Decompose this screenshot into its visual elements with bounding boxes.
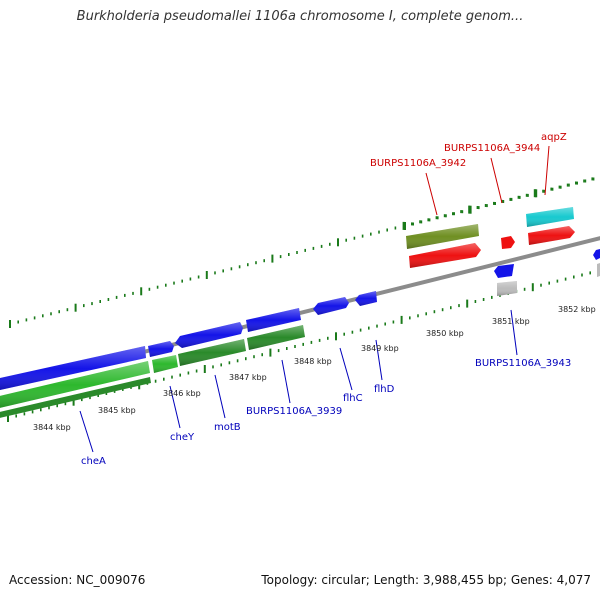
tick-tracks — [7, 177, 600, 422]
leader-motB — [214, 374, 226, 419]
gene-label-cheY[interactable]: cheY — [170, 432, 195, 443]
gene-red-BURPS1106A_3944[interactable] — [501, 236, 515, 249]
scale-label: 3847 kbp — [229, 373, 267, 382]
scale-label: 3845 kbp — [98, 406, 136, 415]
gene-label-BURPS1106A_3939[interactable]: BURPS1106A_3939 — [246, 406, 342, 417]
gene-label-aqpZ[interactable]: aqpZ — [541, 132, 567, 143]
scale-label: 3848 kbp — [294, 357, 332, 366]
leader-flhC — [339, 347, 353, 391]
gene-darkgreen-3[interactable] — [0, 377, 151, 419]
topology-text: Topology: circular; Length: 3,988,455 bp… — [261, 573, 591, 587]
leader-aqpZ — [544, 145, 550, 196]
gene-label-flhC[interactable]: flhC — [343, 393, 363, 404]
scale-label: 3844 kbp — [33, 423, 71, 432]
leader-BURPS1106A_3944 — [490, 157, 503, 204]
leader-BURPS1106A_3942 — [425, 172, 438, 216]
gene-label-motB[interactable]: motB — [214, 422, 241, 433]
scale-label: 3851 kbp — [492, 317, 530, 326]
accession-text: Accession: NC_009076 — [9, 573, 146, 587]
leader-cheY — [169, 385, 181, 429]
chromosome-title: Burkholderia pseudomallei 1106a chromoso… — [76, 9, 524, 24]
leader-BURPS1106A_3939 — [281, 359, 291, 404]
scale-label: 3852 kbp — [558, 305, 596, 314]
scale-label: 3849 kbp — [361, 344, 399, 353]
gene-label-flhD[interactable]: flhD — [374, 384, 395, 395]
gene-label-BURPS1106A_3943[interactable]: BURPS1106A_3943 — [475, 358, 571, 369]
gene-label-BURPS1106A_3942[interactable]: BURPS1106A_3942 — [370, 158, 466, 169]
gene-grey-2[interactable] — [597, 263, 600, 277]
gene-features[interactable] — [0, 207, 600, 419]
scale-labels: 3844 kbp 3845 kbp 3846 kbp 3847 kbp 3848… — [33, 305, 596, 432]
gene-label-BURPS1106A_3944[interactable]: BURPS1106A_3944 — [444, 143, 540, 154]
gene-forward-6[interactable] — [494, 264, 514, 278]
gene-forward-7[interactable] — [593, 249, 600, 260]
gene-label-cheA[interactable]: cheA — [81, 456, 106, 467]
scale-label: 3850 kbp — [426, 329, 464, 338]
leader-BURPS1106A_3943 — [510, 309, 518, 356]
gene-shading — [0, 207, 575, 408]
leader-cheA — [79, 410, 94, 453]
leader-flhD — [375, 339, 383, 381]
gene-labels: cheA cheY motB BURPS1106A_3939 flhC flhD… — [81, 132, 571, 467]
label-leaders — [79, 145, 550, 453]
scale-label: 3846 kbp — [163, 389, 201, 398]
